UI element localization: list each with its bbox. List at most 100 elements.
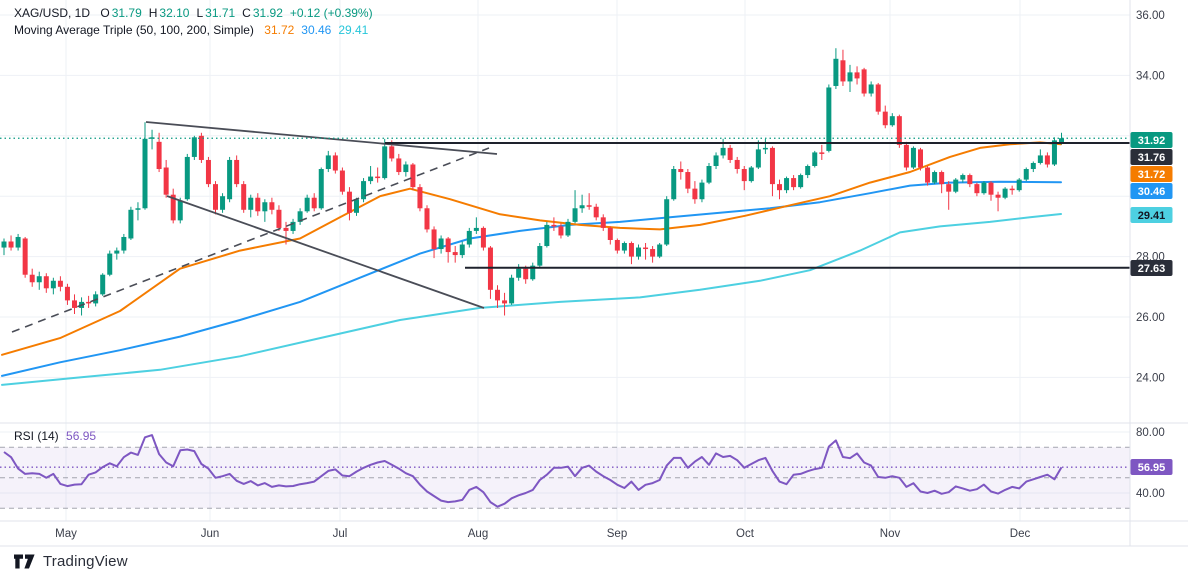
candle-down xyxy=(861,67,867,97)
candle-body xyxy=(1044,155,1050,165)
candle-body xyxy=(332,155,338,171)
trendline[interactable] xyxy=(145,121,498,155)
candle-down xyxy=(332,152,338,174)
candle-body xyxy=(600,217,606,228)
candle-body xyxy=(184,156,190,200)
candle-body xyxy=(1016,179,1022,191)
dashed-trendline[interactable] xyxy=(11,147,490,333)
month-label: Sep xyxy=(607,528,627,540)
candle-body xyxy=(833,58,839,86)
ma-indicator-row: Moving Average Triple (50, 100, 200, Sim… xyxy=(14,22,373,39)
candle-up xyxy=(1051,137,1057,166)
candle-up xyxy=(382,138,388,180)
candle-body xyxy=(121,236,127,251)
ma-indicator-label[interactable]: Moving Average Triple (50, 100, 200, Sim… xyxy=(14,23,254,37)
symbol-legend[interactable]: XAG/USD, 1D O 31.79 H 32.10 L 31.71 C 31.92 +0.1… xyxy=(14,5,373,39)
candle-body xyxy=(177,200,183,221)
price-tick-label: 34.00 xyxy=(1136,70,1165,82)
candle-body xyxy=(939,172,945,185)
candle-up xyxy=(325,150,331,173)
brand-name[interactable]: TradingView xyxy=(43,553,128,570)
candle-body xyxy=(826,87,832,151)
candle-down xyxy=(600,214,606,231)
candle-body xyxy=(953,179,959,192)
chart-canvas[interactable]: 36.00 34.00 28.00 26.00 24.00 80.00 40.00 31.92… xyxy=(0,0,1188,547)
candle-up xyxy=(361,178,367,203)
candle-down xyxy=(424,205,430,233)
candle-up xyxy=(36,271,42,290)
candle-body xyxy=(459,244,465,256)
candle-body xyxy=(777,184,782,191)
candle-body xyxy=(988,182,994,195)
candle-body xyxy=(410,164,416,188)
month-label: Nov xyxy=(880,528,901,540)
ohlc-item: O 31.79 xyxy=(100,6,142,20)
candle-body xyxy=(205,159,211,185)
price-axis[interactable]: 36.0034.0028.0026.0024.0080.0040.0031.92… xyxy=(1130,10,1173,500)
candle-down xyxy=(311,193,317,212)
candle-down xyxy=(791,175,797,191)
time-axis[interactable]: May Jun Jul Aug Sep Oct Nov Dec xyxy=(55,528,1030,540)
candle-body xyxy=(452,252,458,256)
axis-price-badge: 30.46 xyxy=(1130,183,1173,199)
candle-body xyxy=(734,159,740,170)
ohlc-item: H 32.10 xyxy=(148,6,190,20)
ma200-line[interactable] xyxy=(1,213,1062,386)
candle-down xyxy=(283,221,289,245)
rsi-value: 56.95 xyxy=(66,429,97,443)
candle-body xyxy=(15,236,21,248)
candle-up xyxy=(636,244,641,260)
candle-down xyxy=(276,205,282,231)
candle-body xyxy=(480,227,486,248)
candle-body xyxy=(713,155,719,166)
ma50-line[interactable] xyxy=(1,141,1062,356)
candle-down xyxy=(967,173,973,188)
candle-up xyxy=(135,202,141,221)
candle-up xyxy=(262,199,268,222)
candle-down xyxy=(903,141,909,171)
candle-body xyxy=(325,155,331,170)
candle-down xyxy=(918,147,923,171)
candle-body xyxy=(523,268,529,280)
candle-down xyxy=(269,197,275,215)
candle-up xyxy=(833,48,839,89)
candle-down xyxy=(551,217,557,231)
ohlc-item: C 31.92 xyxy=(242,6,283,20)
candle-down xyxy=(445,236,451,263)
candle-body xyxy=(1,241,7,248)
candle-body xyxy=(699,182,705,200)
candle-body xyxy=(819,152,825,154)
candle-body xyxy=(368,176,374,182)
candle-up xyxy=(1002,187,1008,200)
candle-body xyxy=(107,253,113,275)
candle-up xyxy=(748,166,754,183)
tradingview-logo-icon[interactable] xyxy=(13,553,36,570)
candle-up xyxy=(868,81,874,97)
candle-body xyxy=(142,138,148,209)
candle-down xyxy=(410,162,416,191)
candle-down xyxy=(678,161,684,180)
candle-down xyxy=(29,268,35,287)
candle-down xyxy=(692,181,698,204)
candle-body xyxy=(1051,140,1057,165)
candle-down xyxy=(586,193,592,210)
candle-body xyxy=(473,227,479,231)
symbol-title[interactable]: XAG/USD, 1D xyxy=(14,6,91,20)
candle-body xyxy=(530,265,536,280)
candle-down xyxy=(72,294,77,314)
candle-body xyxy=(495,289,500,301)
candle-up xyxy=(1016,178,1022,192)
candle-down xyxy=(495,285,500,308)
candle-down xyxy=(213,181,218,215)
rsi-pane xyxy=(0,446,1130,509)
candlesticks xyxy=(1,48,1064,316)
trendline[interactable] xyxy=(166,195,485,309)
rsi-label[interactable]: RSI (14) xyxy=(14,429,59,443)
candle-body xyxy=(438,238,444,250)
candle-body xyxy=(361,181,367,200)
rsi-legend[interactable]: RSI (14) 56.95 xyxy=(14,428,96,445)
chart-svg[interactable]: 36.0034.0028.0026.0024.0080.0040.0031.92… xyxy=(0,0,1188,547)
candle-up xyxy=(621,241,627,254)
candle-down xyxy=(769,146,775,197)
rsi-line[interactable] xyxy=(3,434,1063,508)
